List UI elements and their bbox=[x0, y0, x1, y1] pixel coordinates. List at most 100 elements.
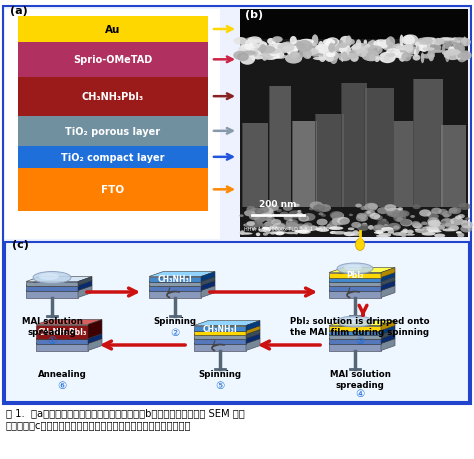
Ellipse shape bbox=[306, 54, 311, 60]
Ellipse shape bbox=[377, 220, 389, 227]
Text: Au: Au bbox=[105, 25, 121, 35]
Polygon shape bbox=[36, 339, 102, 344]
Ellipse shape bbox=[349, 50, 359, 59]
Ellipse shape bbox=[455, 44, 465, 55]
Bar bbox=[18, 147, 208, 168]
Ellipse shape bbox=[262, 223, 275, 231]
Bar bbox=[329, 339, 381, 344]
Ellipse shape bbox=[337, 316, 373, 327]
Ellipse shape bbox=[346, 39, 355, 45]
Ellipse shape bbox=[267, 205, 279, 212]
Ellipse shape bbox=[350, 232, 360, 234]
Bar bbox=[26, 291, 78, 298]
Ellipse shape bbox=[360, 218, 366, 222]
Text: (b): (b) bbox=[245, 10, 263, 20]
Ellipse shape bbox=[299, 49, 312, 58]
Ellipse shape bbox=[362, 223, 367, 226]
Ellipse shape bbox=[307, 46, 324, 58]
Ellipse shape bbox=[427, 51, 435, 59]
Ellipse shape bbox=[290, 56, 303, 60]
Ellipse shape bbox=[452, 38, 458, 47]
Bar bbox=[18, 117, 208, 147]
Bar bbox=[440, 126, 466, 207]
Ellipse shape bbox=[334, 54, 346, 59]
Ellipse shape bbox=[249, 214, 260, 220]
Ellipse shape bbox=[246, 222, 255, 227]
Ellipse shape bbox=[296, 41, 301, 49]
Ellipse shape bbox=[383, 56, 391, 62]
Ellipse shape bbox=[246, 207, 255, 212]
Ellipse shape bbox=[376, 43, 391, 47]
Ellipse shape bbox=[286, 47, 292, 55]
Ellipse shape bbox=[355, 204, 362, 208]
Ellipse shape bbox=[258, 229, 266, 233]
Polygon shape bbox=[246, 321, 260, 331]
Ellipse shape bbox=[456, 55, 462, 61]
Ellipse shape bbox=[331, 213, 341, 219]
Ellipse shape bbox=[330, 45, 343, 52]
Bar bbox=[315, 114, 344, 207]
Ellipse shape bbox=[256, 214, 268, 222]
Ellipse shape bbox=[410, 216, 415, 218]
Ellipse shape bbox=[401, 52, 407, 61]
Ellipse shape bbox=[361, 47, 365, 53]
Ellipse shape bbox=[448, 208, 458, 214]
Ellipse shape bbox=[370, 57, 383, 61]
Ellipse shape bbox=[245, 40, 253, 52]
Ellipse shape bbox=[275, 232, 284, 236]
Ellipse shape bbox=[458, 203, 471, 211]
Ellipse shape bbox=[393, 210, 404, 217]
Polygon shape bbox=[381, 268, 395, 278]
Ellipse shape bbox=[374, 216, 383, 221]
Ellipse shape bbox=[349, 214, 353, 217]
Ellipse shape bbox=[440, 218, 454, 227]
Ellipse shape bbox=[404, 35, 419, 47]
Ellipse shape bbox=[438, 38, 450, 44]
Polygon shape bbox=[329, 334, 395, 339]
Ellipse shape bbox=[398, 48, 413, 52]
Ellipse shape bbox=[305, 41, 309, 49]
Ellipse shape bbox=[302, 50, 312, 60]
Ellipse shape bbox=[344, 265, 362, 271]
Ellipse shape bbox=[296, 41, 313, 53]
Ellipse shape bbox=[264, 222, 273, 227]
Ellipse shape bbox=[258, 55, 273, 60]
Ellipse shape bbox=[339, 45, 351, 55]
Text: ①: ① bbox=[47, 335, 56, 345]
Ellipse shape bbox=[391, 54, 399, 58]
Text: Spinning: Spinning bbox=[199, 369, 241, 378]
Ellipse shape bbox=[328, 227, 343, 230]
Text: CH₃NH₃I: CH₃NH₃I bbox=[158, 275, 192, 284]
Ellipse shape bbox=[420, 46, 428, 53]
Ellipse shape bbox=[428, 218, 440, 225]
Ellipse shape bbox=[413, 224, 420, 229]
Ellipse shape bbox=[254, 216, 266, 223]
Ellipse shape bbox=[386, 39, 390, 47]
Ellipse shape bbox=[319, 229, 329, 232]
Ellipse shape bbox=[412, 223, 421, 229]
Ellipse shape bbox=[299, 226, 310, 230]
Text: ③: ③ bbox=[356, 335, 365, 345]
Ellipse shape bbox=[280, 212, 289, 218]
Ellipse shape bbox=[252, 45, 261, 50]
Ellipse shape bbox=[296, 54, 300, 60]
Ellipse shape bbox=[356, 40, 361, 50]
Polygon shape bbox=[88, 339, 102, 351]
Ellipse shape bbox=[303, 49, 319, 56]
Ellipse shape bbox=[429, 224, 436, 229]
Ellipse shape bbox=[452, 43, 456, 55]
Ellipse shape bbox=[463, 220, 468, 223]
Ellipse shape bbox=[234, 53, 251, 60]
Bar bbox=[18, 78, 208, 117]
Ellipse shape bbox=[290, 37, 297, 45]
Ellipse shape bbox=[401, 230, 414, 234]
Ellipse shape bbox=[350, 234, 361, 237]
Ellipse shape bbox=[343, 44, 348, 53]
Ellipse shape bbox=[256, 233, 260, 237]
Ellipse shape bbox=[422, 38, 435, 42]
Text: TiO₂ compact layer: TiO₂ compact layer bbox=[61, 152, 165, 162]
Bar bbox=[149, 286, 201, 291]
Ellipse shape bbox=[379, 53, 396, 64]
Ellipse shape bbox=[288, 220, 299, 226]
Ellipse shape bbox=[321, 215, 326, 218]
